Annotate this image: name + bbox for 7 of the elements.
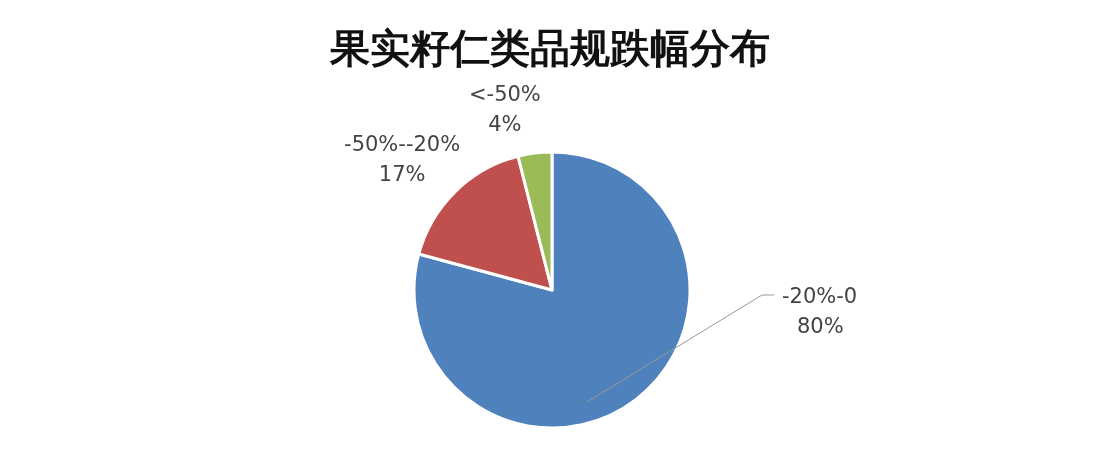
chart-title: 果实籽仁类品规跌幅分布: [329, 24, 770, 71]
data-label: 4%: [488, 112, 522, 137]
slice-label: -50%--20%: [344, 132, 461, 157]
slice-label: <-50%: [468, 82, 541, 107]
data-label: 80%: [797, 314, 844, 338]
slice-label: -20%-0: [782, 284, 858, 308]
data-label: 17%: [378, 162, 426, 187]
